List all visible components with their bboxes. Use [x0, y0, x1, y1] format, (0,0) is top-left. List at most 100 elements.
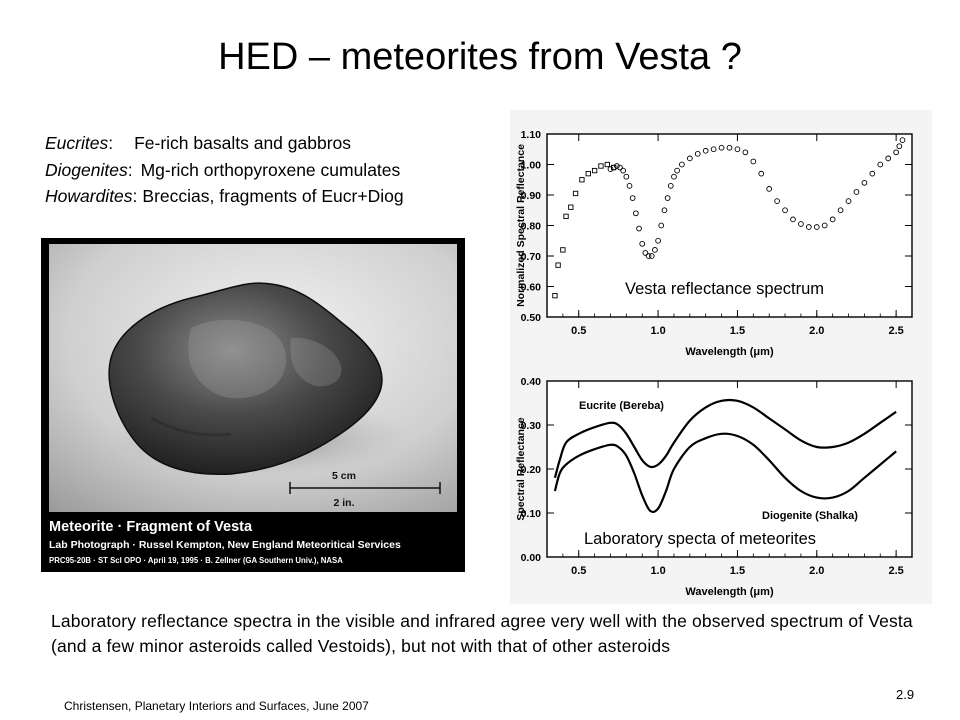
data-point-circle [726, 144, 733, 151]
data-point-square [591, 167, 598, 174]
photo-reference: PRC95-20B · ST ScI OPO · April 19, 1995 … [49, 556, 343, 565]
data-point-circle [877, 161, 884, 168]
data-point-circle [710, 146, 717, 153]
data-point-circle [734, 146, 741, 153]
y-tick-label: 0.80 [521, 221, 542, 233]
overlay-label-background [580, 529, 821, 549]
type-colon: : [132, 186, 138, 206]
y-tick-label: 0.70 [521, 251, 542, 263]
data-point-circle [633, 210, 639, 217]
x-tick-label: 2.5 [888, 565, 903, 577]
x-tick-label: 0.5 [571, 565, 586, 577]
footer-credit: Christensen, Planetary Interiors and Sur… [64, 699, 369, 713]
data-point-circle [694, 150, 701, 157]
data-point-square [598, 163, 604, 169]
y-tick-label: 0.40 [521, 376, 542, 388]
data-point-circle [658, 222, 665, 229]
x-axis-title: Wavelength (μm) [685, 346, 774, 358]
data-point-circle [629, 195, 636, 201]
y-axis-title: Normalized Spectral Reflectance [515, 144, 527, 307]
data-point-circle [655, 237, 661, 244]
slide-caption: Laboratory reflectance spectra in the vi… [51, 611, 913, 656]
data-point-circle [617, 164, 623, 171]
data-point-circle [661, 207, 668, 214]
data-point-circle [613, 163, 620, 169]
x-tick-label: 1.5 [730, 325, 745, 337]
chart-1: 0.50 0.60 0.70 0.80 0.90 1.00 1.10 0.5 1.0 1.5 2.0… [515, 129, 913, 358]
spectra-chart-panel: 0.50 0.60 0.70 0.80 0.90 1.00 1.10 0.5 1.0 1.5 2.0… [510, 110, 932, 604]
meteorite-type-eucrites: Eucrites: Fe-rich basalts and gabbros [45, 132, 351, 154]
data-point-circle [782, 207, 788, 214]
x-tick-label: 2.5 [888, 325, 903, 337]
data-point-circle [805, 224, 812, 230]
y-tick-label: 1.10 [521, 129, 542, 141]
y-tick-label: 0.50 [521, 312, 542, 324]
data-point-circle [642, 250, 649, 256]
x-tick-label: 1.0 [650, 325, 665, 337]
chart-overlay-label: Vesta reflectance spectrum [625, 280, 824, 298]
meteorite-type-diogenites: Diogenites: Mg-rich orthopyroxene cumulat… [45, 159, 400, 181]
data-point-circle [664, 195, 671, 201]
meteorite-rock [108, 282, 383, 476]
data-point-circle [639, 240, 646, 247]
series-label: Eucrite (Bereba) [579, 400, 664, 412]
data-point-square [579, 177, 585, 183]
type-name: Howardites [45, 186, 133, 206]
data-point-square [563, 213, 569, 220]
data-point-square [552, 292, 558, 299]
data-point-circle [869, 170, 876, 177]
slide-number: 2.9 [896, 687, 915, 702]
series-line-diogenite [553, 432, 897, 514]
type-name: Diogenites [45, 160, 128, 180]
data-point-square [555, 262, 561, 268]
data-point-circle [885, 155, 892, 162]
rock-highlight [188, 319, 286, 399]
y-tick-label: 0.90 [521, 190, 542, 202]
type-description: Mg-rich orthopyroxene cumulates [140, 160, 401, 180]
data-point-circle [790, 216, 796, 223]
rock-ridge [150, 416, 232, 437]
data-point-circle [861, 179, 868, 186]
data-point-circle [702, 147, 709, 154]
data-point-circle [636, 225, 642, 232]
type-description: Breccias, fragments of Eucr+Diog [142, 186, 404, 206]
y-tick-label: 0.60 [521, 282, 542, 294]
series-label: Diogenite (Shalka) [762, 510, 858, 522]
scale-in-label: 2 in. [333, 497, 354, 509]
data-point-circle [896, 143, 903, 150]
data-point-circle [671, 173, 677, 180]
plot-frame [546, 380, 913, 558]
rock-highlight-2 [290, 337, 342, 387]
data-point-circle [845, 198, 852, 204]
slide-title: HED – meteorites from Vesta ? [218, 36, 742, 78]
data-point-circle [798, 221, 804, 227]
data-point-circle [679, 161, 685, 168]
data-point-circle [853, 189, 860, 195]
data-point-square [568, 204, 574, 210]
data-point-circle [893, 149, 899, 156]
data-point-circle [645, 253, 652, 259]
data-point-circle [758, 170, 765, 177]
y-tick-label: 0.00 [521, 552, 542, 564]
data-point-circle [607, 166, 614, 172]
overlay-label-background [621, 279, 829, 299]
type-description: Fe-rich basalts and gabbros [134, 133, 352, 153]
data-point-circle [742, 149, 749, 156]
data-point-circle [667, 182, 674, 189]
data-point-circle [620, 167, 627, 174]
type-name: Eucrites [45, 133, 109, 153]
meteorite-type-howardites: Howardites: Breccias, fragments of Eucr+D… [45, 185, 404, 207]
photo-credit: Lab Photograph · Russel Kempton, New Eng… [49, 539, 401, 551]
x-tick-label: 2.0 [809, 325, 824, 337]
data-point-circle [623, 173, 630, 180]
data-point-circle [774, 198, 780, 204]
data-point-circle [648, 253, 655, 259]
x-tick-label: 1.5 [730, 565, 745, 577]
photo-title: Meteorite · Fragment of Vesta [49, 519, 253, 535]
data-point-circle [652, 247, 658, 253]
data-point-circle [766, 186, 773, 192]
scale-cm-label: 5 cm [332, 470, 356, 482]
y-tick-label: 0.30 [521, 420, 542, 432]
data-point-square [585, 171, 591, 177]
x-tick-label: 0.5 [571, 325, 586, 337]
